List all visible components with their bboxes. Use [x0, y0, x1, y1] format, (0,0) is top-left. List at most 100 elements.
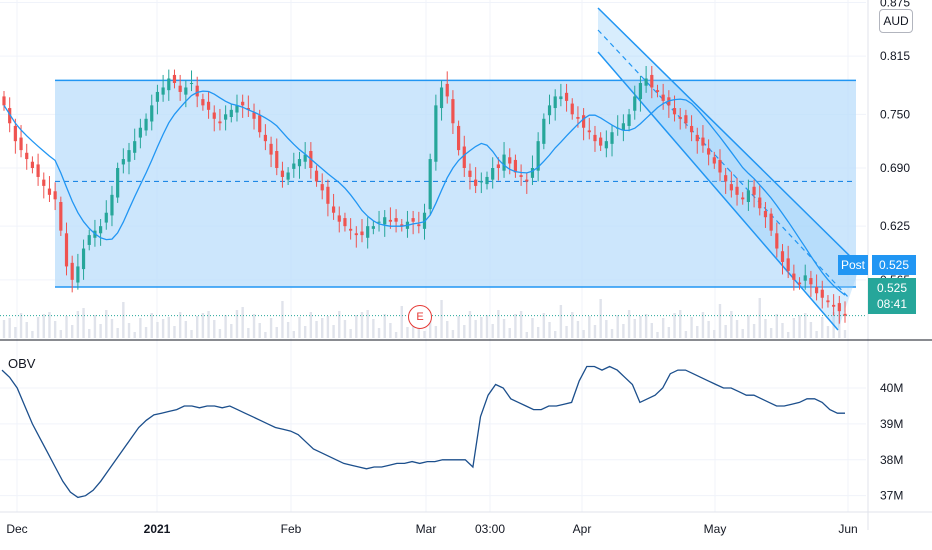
candle-body	[2, 96, 6, 106]
candle-body	[695, 134, 699, 142]
volume-bar	[372, 319, 375, 338]
candle-body	[269, 143, 273, 155]
time-tick-label: Mar	[416, 522, 437, 536]
volume-bar	[298, 317, 301, 338]
candle-body	[286, 172, 290, 180]
volume-bar	[821, 317, 824, 338]
candle-body	[377, 221, 381, 223]
obv-line	[1, 365, 845, 499]
volume-bar	[593, 325, 597, 338]
volume-bar	[70, 325, 74, 338]
volume-bar	[474, 320, 477, 338]
volume-bar	[99, 324, 102, 338]
range-zone	[55, 79, 856, 288]
volume-bar	[48, 312, 51, 338]
volume-bar	[553, 331, 557, 338]
candle-body	[485, 176, 489, 185]
candle-body	[76, 266, 80, 283]
candle-body	[343, 218, 347, 227]
obv-tick-label: 40M	[880, 381, 903, 395]
volume-bar	[480, 317, 483, 338]
volume-bar	[31, 331, 34, 338]
volume-bar	[696, 326, 699, 338]
volume-bar	[161, 319, 165, 338]
candle-body	[735, 186, 739, 195]
candle-body	[479, 181, 483, 183]
volume-bar	[440, 300, 443, 338]
candle-body	[525, 179, 529, 182]
volume-bar	[389, 323, 392, 338]
volume-bar	[406, 327, 409, 338]
currency-label[interactable]: AUD	[879, 9, 913, 33]
candle-body	[383, 217, 387, 225]
candle-body	[25, 152, 29, 160]
last-price-value: 0.525	[876, 281, 908, 295]
volume-bar	[360, 312, 364, 338]
time-axis[interactable]: Dec 2021 Feb Mar 03:00 Apr May Jun	[6, 522, 857, 536]
candle-body	[570, 103, 574, 115]
candle-body	[99, 226, 103, 234]
volume-bar	[616, 315, 619, 338]
earnings-marker[interactable]: E	[408, 305, 432, 329]
candle-body	[559, 96, 563, 100]
volume-bar	[434, 326, 438, 338]
volume-bar	[548, 322, 551, 338]
obv-axis[interactable]: 40M 39M 38M 37M	[880, 381, 903, 503]
candle-body	[70, 262, 74, 280]
candle-body	[513, 159, 518, 173]
volume-bar	[173, 326, 176, 338]
last-price-badge: 0.525 08:41	[868, 278, 916, 314]
candle-body	[428, 159, 432, 210]
candle-body	[360, 231, 364, 236]
volume-bar	[531, 318, 534, 338]
volume-bar	[423, 331, 426, 338]
candle-body	[263, 134, 267, 142]
candle-body	[138, 127, 142, 138]
candle-body	[530, 168, 535, 178]
volume-bar	[88, 329, 91, 338]
volume-bar	[36, 317, 40, 338]
price-tick-label: 0.625	[880, 219, 910, 233]
volume-bar	[167, 317, 170, 338]
volume-bar	[377, 328, 381, 338]
volume-bar	[713, 330, 716, 338]
volume-bar	[116, 328, 119, 338]
volume-bar	[804, 313, 807, 338]
volume-bar	[247, 328, 250, 338]
candle-body	[189, 83, 194, 84]
volume-bar	[207, 311, 210, 338]
volume-bar	[758, 298, 761, 338]
volume-bar	[542, 313, 546, 338]
volume-bar	[53, 321, 57, 338]
candle-body	[258, 115, 262, 133]
volume-bar	[826, 326, 830, 338]
candle-body	[292, 163, 296, 169]
volume-bar	[565, 326, 568, 338]
candle-body	[456, 125, 461, 151]
volume-bar	[599, 299, 602, 338]
candle-body	[241, 101, 245, 106]
candle-body	[297, 159, 302, 167]
candle-body	[650, 74, 654, 88]
volume-bar	[105, 310, 108, 338]
volume-bar	[394, 332, 398, 338]
volume-bar	[451, 330, 455, 338]
volume-bar	[25, 322, 28, 338]
candle-body	[604, 141, 608, 149]
volume-bar	[224, 315, 227, 338]
obv-grid	[0, 340, 866, 512]
candle-body	[780, 251, 785, 262]
candle-body	[235, 105, 239, 113]
candle-body	[42, 179, 46, 186]
candle-body	[661, 94, 665, 101]
moving-average-line	[3, 90, 846, 296]
candle-body	[116, 168, 120, 198]
volume-bar	[650, 323, 653, 338]
candle-body	[644, 78, 648, 86]
candle-body	[496, 164, 500, 168]
post-market-tag: Post	[838, 255, 868, 275]
candle-body	[769, 213, 773, 231]
candle-body	[47, 188, 52, 195]
volume-bar	[93, 315, 97, 338]
